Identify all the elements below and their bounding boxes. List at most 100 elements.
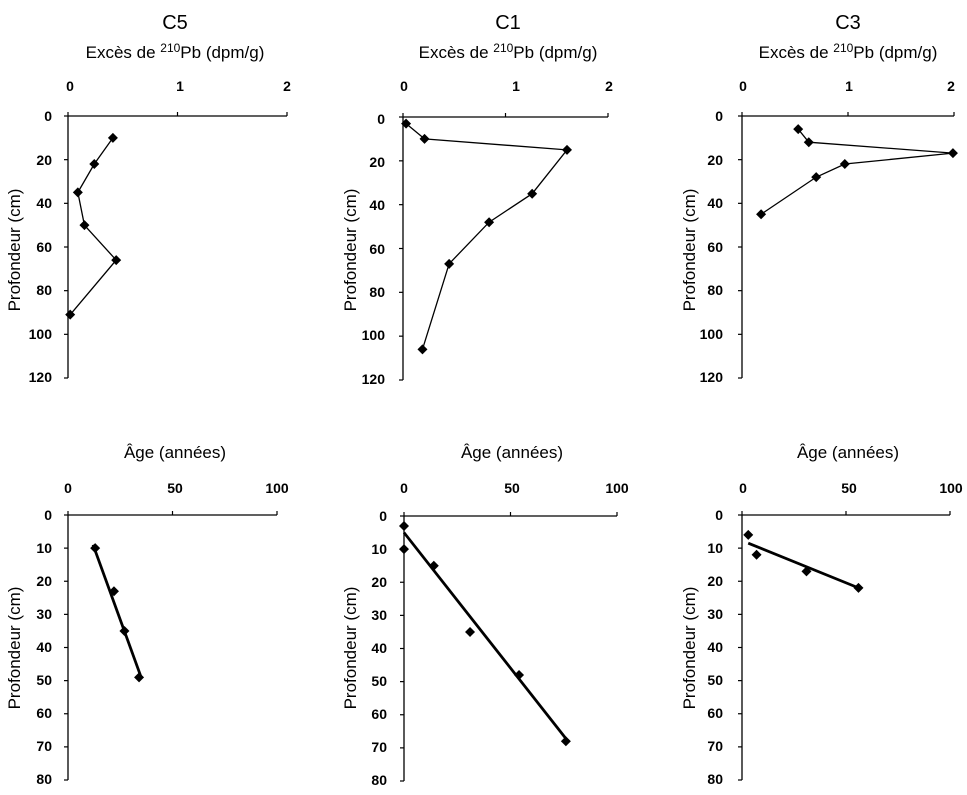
y-tick-label: 50 <box>707 672 723 688</box>
plot-area-c5-age <box>64 511 278 781</box>
panel-c3-excess: C3 Excès de 210Pb (dpm/g) 0 1 2 0 20 40 … <box>680 12 958 385</box>
data-point-diamond <box>72 187 83 198</box>
y-tick-label: 40 <box>371 640 387 656</box>
x-tick-label: 50 <box>841 480 857 496</box>
data-point-diamond <box>89 159 100 170</box>
y-tick-label: 80 <box>707 771 723 787</box>
data-point-diamond <box>947 148 958 159</box>
data-point-diamond <box>465 626 476 637</box>
profile-line <box>405 123 569 350</box>
y-tick-label: 20 <box>36 573 52 589</box>
y-axis-title-c5: Profondeur (cm) <box>5 189 24 312</box>
x-tick-label: 0 <box>400 78 408 94</box>
data-point-diamond <box>811 172 822 183</box>
data-point-diamond <box>419 133 430 144</box>
y-tick-label: 70 <box>371 739 387 755</box>
y-tick-label: 100 <box>700 326 724 342</box>
y-tick-label: 80 <box>36 771 52 787</box>
data-point-diamond <box>803 137 814 148</box>
data-point-diamond <box>417 344 428 355</box>
y-tick-label: 0 <box>715 507 723 523</box>
regression-line <box>402 531 570 743</box>
y-tick-label: 30 <box>707 606 723 622</box>
y-axis-title-age-c3: Profondeur (cm) <box>680 587 699 710</box>
core-title-c1: C1 <box>495 12 521 34</box>
core-title-c5: C5 <box>162 12 188 34</box>
plot-area-c1-age <box>399 512 618 782</box>
data-point-diamond <box>562 144 572 155</box>
data-point-diamond <box>839 159 850 170</box>
data-point-diamond <box>399 544 409 555</box>
plot-area-c5-excess <box>64 112 288 379</box>
data-point-diamond <box>514 670 525 680</box>
y-tick-label: 30 <box>371 607 387 623</box>
x-tick-label: 2 <box>605 78 613 94</box>
y-tick-label: 60 <box>371 706 387 722</box>
data-point-diamond <box>527 188 538 199</box>
data-point-diamond <box>111 255 122 266</box>
x-tick-label: 2 <box>947 78 955 94</box>
x-axis-title-c1: Excès de 210Pb (dpm/g) <box>419 41 598 62</box>
x-tick-label: 1 <box>845 78 853 94</box>
y-tick-label: 10 <box>36 540 52 556</box>
data-point-diamond <box>801 566 812 577</box>
y-tick-label: 0 <box>44 507 52 523</box>
y-tick-label: 50 <box>371 673 387 689</box>
data-point-diamond <box>743 529 754 540</box>
data-point-diamond <box>560 736 571 747</box>
data-point-diamond <box>793 124 804 135</box>
data-point-diamond <box>108 586 119 597</box>
x-axis-title-age-c5: Âge (années) <box>124 443 226 462</box>
y-axis-title-c1: Profondeur (cm) <box>341 189 360 312</box>
x-tick-label: 50 <box>504 480 520 496</box>
y-tick-label: 120 <box>29 369 53 385</box>
data-point-diamond <box>399 520 409 531</box>
plot-area-c1-excess <box>399 113 609 381</box>
y-tick-label: 80 <box>707 282 723 298</box>
data-point-diamond <box>444 258 455 269</box>
x-axis-title-c3: Excès de 210Pb (dpm/g) <box>759 41 938 62</box>
data-point-diamond <box>756 209 767 220</box>
x-tick-label: 0 <box>64 480 72 496</box>
x-tick-label: 100 <box>939 480 963 496</box>
y-tick-label: 10 <box>371 541 387 557</box>
panel-c5-age: Âge (années) 0 50 100 0 10 20 30 40 50 6… <box>5 443 289 787</box>
y-tick-label: 40 <box>36 639 52 655</box>
data-point-diamond <box>65 309 76 320</box>
y-tick-label: 0 <box>44 108 52 124</box>
x-tick-label: 1 <box>512 78 520 94</box>
x-tick-label: 0 <box>66 78 74 94</box>
regression-line <box>91 544 143 678</box>
y-tick-label: 20 <box>371 574 387 590</box>
x-tick-label: 2 <box>283 78 291 94</box>
y-tick-label: 120 <box>700 369 724 385</box>
y-tick-label: 30 <box>36 606 52 622</box>
y-tick-label: 40 <box>36 195 52 211</box>
y-tick-label: 40 <box>707 195 723 211</box>
y-tick-label: 80 <box>371 772 387 788</box>
plot-area-c3-age <box>738 511 951 781</box>
data-point-diamond <box>134 672 145 683</box>
core-title-c3: C3 <box>835 12 861 34</box>
data-point-diamond <box>79 220 90 231</box>
y-tick-label: 50 <box>36 672 52 688</box>
panel-c5-excess: C5 Excès de 210Pb (dpm/g) 0 1 2 0 20 40 … <box>5 12 291 385</box>
y-tick-label: 20 <box>369 154 385 170</box>
data-point-diamond <box>119 625 130 636</box>
data-point-diamond <box>853 582 864 593</box>
y-tick-label: 60 <box>707 705 723 721</box>
y-tick-label: 60 <box>36 239 52 255</box>
panel-c1-excess: C1 Excès de 210Pb (dpm/g) 0 1 2 0 20 40 … <box>341 12 613 387</box>
y-tick-label: 80 <box>36 282 52 298</box>
y-tick-label: 100 <box>362 327 386 343</box>
y-tick-label: 60 <box>707 239 723 255</box>
x-axis-title-age-c1: Âge (années) <box>461 443 563 462</box>
data-point-diamond <box>107 132 118 143</box>
y-tick-label: 20 <box>36 152 52 168</box>
y-tick-label: 0 <box>379 508 387 524</box>
panel-c3-age: Âge (années) 0 50 100 0 10 20 30 40 50 6… <box>680 443 963 787</box>
x-axis-title-age-c3: Âge (années) <box>797 443 899 462</box>
y-tick-label: 20 <box>707 573 723 589</box>
y-tick-label: 120 <box>362 371 386 387</box>
